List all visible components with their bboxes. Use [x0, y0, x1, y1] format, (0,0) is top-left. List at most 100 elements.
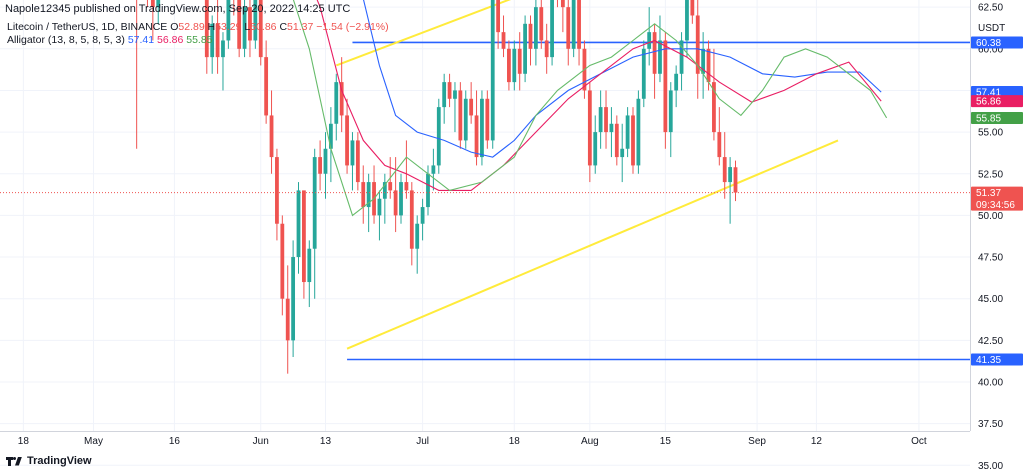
candle-body: [345, 115, 349, 166]
candle-body: [663, 40, 668, 133]
candle-body: [275, 157, 279, 224]
candle-body: [204, 0, 209, 58]
candle-body: [733, 167, 738, 193]
candle-body: [517, 48, 522, 74]
price-tick-label: 55.00: [978, 128, 1003, 139]
candle-body: [722, 157, 727, 183]
brand-name: TradingView: [27, 455, 92, 467]
alligator-teeth-value: 56.86: [157, 34, 184, 46]
candle-body: [302, 190, 306, 283]
last-price-label-bg: [971, 186, 1023, 211]
candle-body: [560, 0, 565, 8]
candle-body: [442, 82, 447, 108]
ohlc-close-label: C: [279, 21, 288, 33]
price-tick-label: 60.00: [978, 44, 1003, 55]
candle-body: [215, 23, 220, 58]
time-tick-label: 12: [811, 436, 823, 447]
candle-body: [436, 107, 441, 166]
candle-body: [620, 148, 625, 158]
candle-body: [490, 0, 495, 141]
indicator-price-label: 56.86: [976, 97, 1001, 108]
price-axis-unit: USDT: [978, 23, 1005, 34]
candle-body: [609, 123, 614, 133]
candle-body: [458, 90, 463, 141]
price-tick-label: 45.00: [978, 294, 1003, 305]
candle-body: [350, 140, 355, 166]
candle-body: [658, 40, 662, 74]
candle-body: [388, 182, 393, 191]
candle-body: [679, 40, 684, 74]
time-tick-label: 16: [169, 436, 181, 447]
candle-body: [587, 90, 592, 166]
alligator-jaw-line: [363, 0, 882, 158]
candle-body: [210, 23, 215, 58]
candle-body: [566, 7, 571, 49]
candle-body: [507, 48, 511, 83]
candle-body: [463, 98, 468, 141]
candle-body: [156, 0, 161, 8]
time-tick-label: Oct: [911, 436, 927, 447]
ohlc-open: 52.89: [178, 21, 205, 33]
candle-body: [399, 182, 403, 216]
time-tick-label: Aug: [581, 436, 599, 447]
candle-body: [528, 23, 533, 49]
candle-body: [382, 182, 387, 199]
grid-lines: [0, 0, 970, 466]
candle-body: [404, 182, 409, 191]
hline-price-label: 60.38: [976, 38, 1001, 49]
indicator-price-label-bg: [971, 111, 1023, 124]
time-tick-label: Jun: [253, 436, 269, 447]
candle-body: [625, 115, 630, 149]
symbol-name[interactable]: Litecoin / TetherUS, 1D, BINANCE: [7, 21, 168, 33]
alligator-jaw-value: 57.41: [127, 34, 155, 46]
tradingview-logo-icon: [6, 456, 22, 466]
candle-body: [614, 123, 619, 158]
candle-body: [712, 82, 716, 133]
candle-body: [641, 48, 646, 99]
trend-line: [335, 0, 512, 67]
candle-body: [296, 190, 301, 258]
price-tick-label: 50.00: [978, 211, 1003, 222]
hline-price-label: 41.35: [976, 355, 1001, 366]
candle-body: [480, 98, 484, 158]
candle-body: [690, 0, 695, 16]
price-tick-label: 52.50: [978, 169, 1003, 180]
candle-body: [636, 98, 641, 166]
candle-body: [323, 148, 328, 174]
ohlc-low-label: L: [244, 21, 251, 33]
candle-body: [242, 7, 247, 49]
time-tick-label: 15: [660, 436, 672, 447]
candle-body: [285, 298, 290, 341]
candle-body: [253, 0, 258, 41]
alligator-legend-row: Alligator (13, 8, 5, 8, 5, 3) 57.41 56.8…: [7, 34, 389, 47]
candle-body: [447, 82, 452, 99]
candle-body: [544, 40, 549, 58]
candle-body: [150, 0, 155, 8]
candle-body: [604, 107, 608, 133]
price-tick-label: 62.50: [978, 3, 1003, 14]
candle-body: [409, 190, 414, 249]
time-tick-label: May: [84, 436, 103, 447]
candle-body: [469, 98, 474, 116]
candle-body: [523, 23, 527, 74]
alligator-label[interactable]: Alligator (13, 8, 5, 8, 5, 3): [7, 34, 125, 46]
time-tick-label: Jul: [416, 436, 429, 447]
ohlc-low: 50.86: [250, 21, 277, 33]
last-price-label: 51.37: [976, 188, 1001, 199]
candle-body: [269, 115, 274, 158]
candle-body: [393, 190, 398, 216]
candle-body: [593, 132, 598, 166]
candle-body: [539, 7, 544, 41]
ohlc-change: −1.54 (−2.91%): [316, 21, 389, 33]
candle-body: [361, 182, 366, 208]
candle-body: [355, 140, 360, 183]
candle-body: [339, 82, 344, 116]
indicator-price-label-bg: [971, 85, 1023, 98]
candle-body: [550, 0, 554, 58]
candle-body: [496, 0, 501, 33]
candle-body: [226, 0, 231, 41]
candle-body: [318, 157, 322, 174]
price-axis-labels: 65.7460.3841.3557.4156.8655.8551.3709:34…: [971, 36, 1023, 366]
candle-body: [377, 198, 382, 216]
